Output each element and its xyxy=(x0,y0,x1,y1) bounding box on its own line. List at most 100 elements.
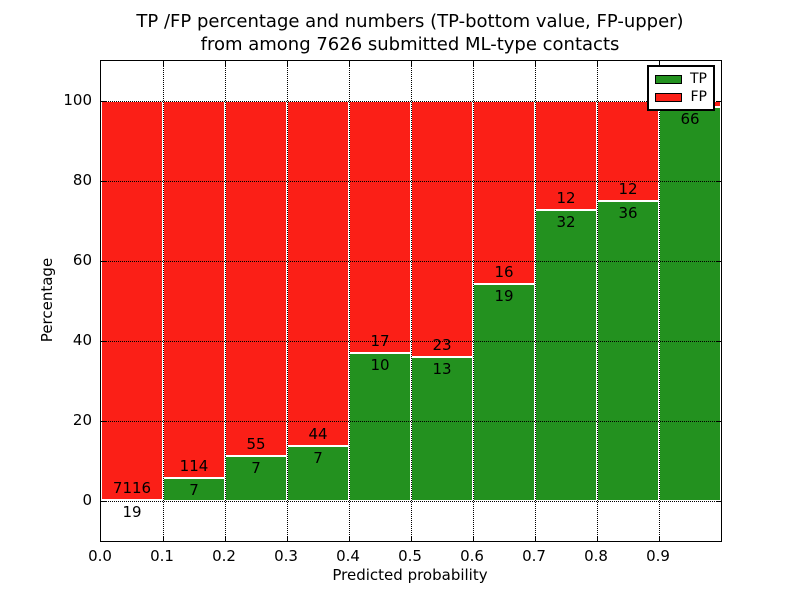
fp-count-label: 12 xyxy=(556,189,576,208)
fp-count-label: 17 xyxy=(370,331,390,350)
x-tick-label: 0.0 xyxy=(88,547,112,565)
bar-segment-tp xyxy=(411,356,473,501)
x-tick-label: 0.1 xyxy=(150,547,174,565)
tp-count-label: 32 xyxy=(556,213,576,232)
bar-segment-tp xyxy=(349,352,411,501)
bar-segment-fp xyxy=(225,101,287,456)
x-tick-mark xyxy=(473,536,474,541)
bar-segment-tp xyxy=(225,455,287,501)
y-tick-mark xyxy=(716,421,721,422)
fp-count-label: 12 xyxy=(618,180,638,198)
y-tick-mark xyxy=(716,261,721,262)
x-tick-mark xyxy=(535,536,536,541)
legend-label-tp: TP xyxy=(690,71,707,87)
tp-count-label: 7 xyxy=(189,480,199,499)
y-tick-mark xyxy=(716,501,721,502)
tp-count-label: 36 xyxy=(618,204,638,222)
y-tick-mark xyxy=(716,341,721,342)
x-tick-mark xyxy=(659,536,660,541)
x-gridline xyxy=(597,61,598,541)
y-tick-label: 40 xyxy=(72,331,92,349)
y-tick-label: 20 xyxy=(72,411,92,429)
fp-count-label: 44 xyxy=(308,425,328,444)
x-tick-mark xyxy=(163,61,164,66)
x-tick-label: 0.7 xyxy=(522,547,546,565)
y-tick-label: 60 xyxy=(72,251,92,269)
x-tick-label: 0.4 xyxy=(336,547,360,565)
legend-label-fp: FP xyxy=(690,89,708,105)
bar-segment-fp xyxy=(473,101,535,284)
x-tick-mark xyxy=(473,61,474,66)
bar-segment-tp xyxy=(597,201,659,501)
x-tick-mark xyxy=(349,536,350,541)
bar-segment-fp xyxy=(287,101,349,447)
x-gridline xyxy=(225,61,226,541)
x-gridline xyxy=(287,61,288,541)
bar-segment-fp xyxy=(411,101,473,357)
x-gridline xyxy=(659,61,660,541)
x-tick-mark xyxy=(597,61,598,66)
x-gridline xyxy=(535,61,536,541)
y-tick-mark xyxy=(101,421,106,422)
tp-swatch-icon xyxy=(655,74,682,84)
fp-count-label: 7116 xyxy=(112,478,152,497)
y-tick-label: 0 xyxy=(82,491,92,509)
y-tick-mark xyxy=(101,101,106,102)
y-tick-mark xyxy=(101,501,106,502)
fp-count-label: 23 xyxy=(432,335,452,354)
x-gridline xyxy=(163,61,164,541)
bar-segment-tp xyxy=(473,283,535,501)
y-tick-mark xyxy=(716,101,721,102)
fp-count-label: 114 xyxy=(179,456,209,475)
x-gridline xyxy=(473,61,474,541)
x-axis-label: Predicted probability xyxy=(332,566,488,584)
x-tick-mark xyxy=(659,61,660,66)
x-tick-mark xyxy=(225,536,226,541)
legend-entry-tp: TP xyxy=(655,71,707,87)
x-tick-label: 0.2 xyxy=(212,547,236,565)
x-tick-label: 0.5 xyxy=(398,547,422,565)
x-tick-mark xyxy=(287,536,288,541)
bar-segment-fp xyxy=(101,101,163,500)
y-tick-mark xyxy=(101,261,106,262)
x-tick-mark xyxy=(411,536,412,541)
x-tick-mark xyxy=(287,61,288,66)
legend-entry-fp: FP xyxy=(655,89,707,105)
plot-area: 7116 19 114 7 55 7 44 7 17 10 23 13 16 19 12 32 12 36 66 xyxy=(100,60,722,542)
fp-count-label: 16 xyxy=(494,262,514,281)
tp-count-label: 13 xyxy=(432,359,452,378)
x-tick-label: 0.6 xyxy=(460,547,484,565)
y-tick-mark xyxy=(101,181,106,182)
tp-count-label: 7 xyxy=(313,449,323,468)
x-gridline xyxy=(411,61,412,541)
y-tick-label: 100 xyxy=(63,91,92,109)
x-tick-label: 0.9 xyxy=(646,547,670,565)
tp-count-label: 7 xyxy=(251,458,261,477)
x-tick-mark xyxy=(349,61,350,66)
tp-count-label: 19 xyxy=(494,286,514,305)
x-gridline xyxy=(349,61,350,541)
fp-count-label: 55 xyxy=(246,434,266,453)
y-tick-mark xyxy=(716,181,721,182)
x-tick-mark xyxy=(163,536,164,541)
tp-count-label: 19 xyxy=(122,502,142,521)
y-tick-mark xyxy=(101,341,106,342)
tp-count-label: 10 xyxy=(370,355,390,374)
fp-swatch-icon xyxy=(655,92,682,102)
legend: TP FP xyxy=(647,65,715,111)
chart-title-line1: TP /FP percentage and numbers (TP-bottom… xyxy=(136,11,684,32)
x-tick-label: 0.8 xyxy=(584,547,608,565)
chart-title-line2: from among 7626 submitted ML-type contac… xyxy=(200,34,620,55)
bar-segment-tp xyxy=(535,210,597,501)
x-tick-mark xyxy=(535,61,536,66)
x-tick-mark xyxy=(411,61,412,66)
x-tick-label: 0.3 xyxy=(274,547,298,565)
bar-segment-fp xyxy=(163,101,225,478)
tp-count-label: 66 xyxy=(680,110,700,128)
bar-segment-tp xyxy=(659,107,721,501)
x-tick-mark xyxy=(597,536,598,541)
y-tick-label: 80 xyxy=(72,171,92,189)
x-tick-mark xyxy=(225,61,226,66)
bar-segment-fp xyxy=(349,101,411,353)
